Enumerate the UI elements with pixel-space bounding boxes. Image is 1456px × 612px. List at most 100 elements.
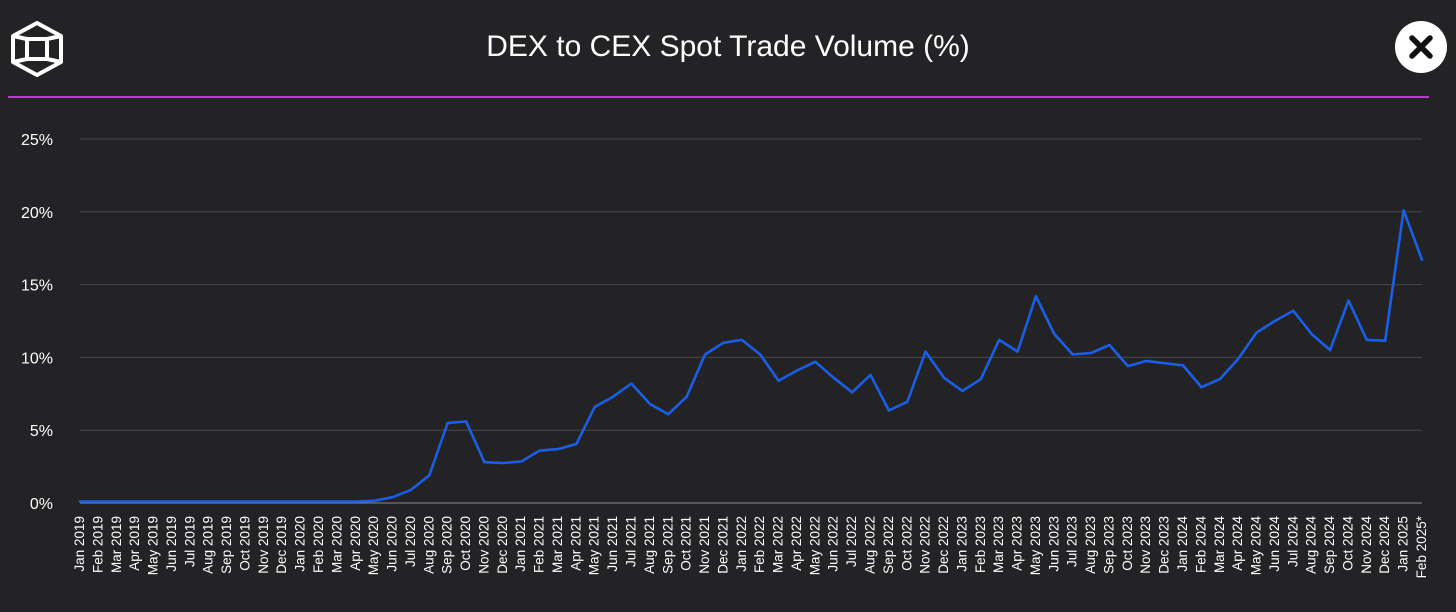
data-point[interactable] [498,458,508,468]
data-point[interactable] [553,444,563,454]
data-point[interactable] [1343,296,1353,306]
close-button[interactable] [1395,21,1447,73]
data-point[interactable] [443,418,453,428]
data-point[interactable] [1270,316,1280,326]
x-tick-label: Sep 2020 [440,516,455,574]
data-point[interactable] [1068,349,1078,359]
data-point[interactable] [810,357,820,367]
x-tick-label: Jun 2022 [826,516,841,572]
data-point[interactable] [1380,336,1390,346]
data-point[interactable] [590,402,600,412]
data-point[interactable] [1417,255,1427,265]
x-tick-label: Mar 2024 [1212,516,1227,574]
data-point[interactable] [167,497,177,507]
data-point[interactable] [479,457,489,467]
data-point[interactable] [1196,382,1206,392]
data-point[interactable] [1307,329,1317,339]
data-point[interactable] [737,335,747,345]
x-tick-label: Jun 2021 [605,516,620,572]
data-series [78,209,1424,503]
data-point[interactable] [1178,360,1188,370]
data-point[interactable] [332,497,342,507]
data-point[interactable] [130,497,140,507]
data-point[interactable] [1049,329,1059,339]
data-point[interactable] [75,497,85,507]
data-point[interactable] [608,392,618,402]
y-tick-label: 15% [21,278,53,295]
data-point[interactable] [755,349,765,359]
data-point[interactable] [1160,358,1170,368]
x-tick-label: Jul 2020 [403,516,418,567]
data-point[interactable] [865,370,875,380]
data-point[interactable] [222,497,232,507]
data-point[interactable] [1086,348,1096,358]
data-point[interactable] [774,376,784,386]
x-tick-label: Nov 2021 [697,516,712,574]
x-tick-label: Oct 2023 [1120,516,1135,571]
data-point[interactable] [627,379,637,389]
data-point[interactable] [369,496,379,506]
data-point[interactable] [1233,354,1243,364]
x-tick-label: Nov 2019 [256,516,271,574]
data-point[interactable] [957,386,967,396]
x-tick-label: Feb 2022 [752,516,767,573]
x-tick-label: Oct 2020 [458,516,473,571]
data-point[interactable] [93,497,103,507]
data-point[interactable] [406,485,416,495]
data-point[interactable] [682,392,692,402]
data-point[interactable] [1104,340,1114,350]
y-axis: 0% 5% 10% 15% 20% 25% [21,132,53,513]
data-point[interactable] [461,416,471,426]
data-point[interactable] [1031,291,1041,301]
data-point[interactable] [112,497,122,507]
data-point[interactable] [1362,335,1372,345]
x-tick-label: Jan 2020 [293,516,308,572]
x-tick-label: Dec 2020 [495,516,510,574]
data-point[interactable] [314,497,324,507]
data-point[interactable] [829,373,839,383]
data-point[interactable] [571,439,581,449]
x-tick-label: Sep 2022 [881,516,896,574]
data-point[interactable] [994,335,1004,345]
x-tick-label: Jul 2022 [844,516,859,567]
data-point[interactable] [535,446,545,456]
data-point[interactable] [388,492,398,502]
data-point[interactable] [516,457,526,467]
x-tick-label: Feb 2021 [532,516,547,573]
x-tick-label: Sep 2019 [219,516,234,574]
x-tick-label: May 2019 [146,516,161,575]
data-point[interactable] [1325,345,1335,355]
data-point[interactable] [204,497,214,507]
data-point[interactable] [645,399,655,409]
data-point[interactable] [700,349,710,359]
data-point[interactable] [1013,347,1023,357]
data-point[interactable] [1252,328,1262,338]
x-tick-label: Apr 2021 [568,516,583,571]
data-point[interactable] [847,387,857,397]
data-point[interactable] [1399,205,1409,215]
x-tick-label: Feb 2019 [90,516,105,573]
data-point[interactable] [902,397,912,407]
data-point[interactable] [1288,306,1298,316]
data-point[interactable] [185,497,195,507]
data-point[interactable] [1123,361,1133,371]
x-tick-label: Jun 2023 [1046,516,1061,572]
data-point[interactable] [884,406,894,416]
data-point[interactable] [1141,356,1151,366]
data-point[interactable] [921,347,931,357]
data-point[interactable] [718,338,728,348]
data-point[interactable] [240,497,250,507]
data-point[interactable] [424,470,434,480]
x-tick-label: Mar 2023 [991,516,1006,573]
data-point[interactable] [277,497,287,507]
data-point[interactable] [663,409,673,419]
data-point[interactable] [792,366,802,376]
data-point[interactable] [149,497,159,507]
data-point[interactable] [351,497,361,507]
data-point[interactable] [939,373,949,383]
data-point[interactable] [259,497,269,507]
x-tick-label: Dec 2021 [715,516,730,574]
data-point[interactable] [976,374,986,384]
data-point[interactable] [1215,374,1225,384]
data-point[interactable] [296,497,306,507]
